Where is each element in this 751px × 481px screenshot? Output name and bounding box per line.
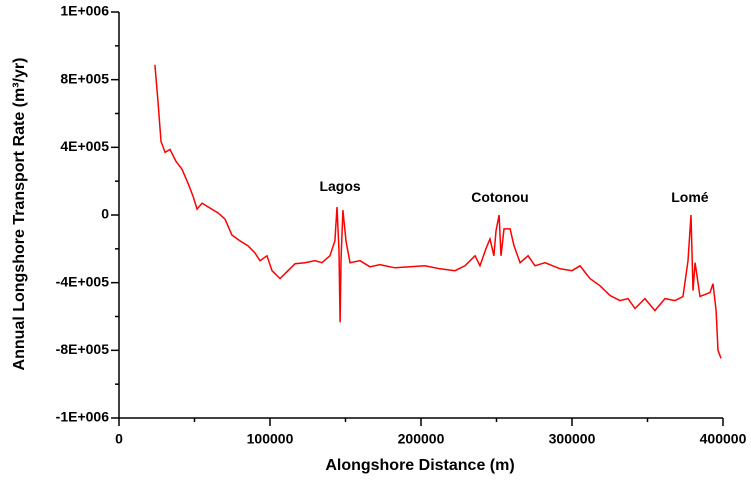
x-tick-label: 200000 bbox=[398, 431, 445, 447]
x-tick-label: 0 bbox=[115, 431, 123, 447]
x-tick-label: 300000 bbox=[549, 431, 596, 447]
x-axis-label: Alongshore Distance (m) bbox=[325, 457, 514, 474]
y-tick-label: 8E+005 bbox=[60, 70, 109, 86]
annotation: Lagos bbox=[319, 178, 360, 194]
y-tick-label: -8E+005 bbox=[56, 341, 110, 357]
annotation: Lomé bbox=[671, 189, 709, 205]
y-tick-label: 4E+005 bbox=[60, 138, 109, 154]
y-tick-label: -1E+006 bbox=[56, 409, 110, 425]
x-tick-label: 100000 bbox=[247, 431, 294, 447]
x-tick-label: 400000 bbox=[700, 431, 747, 447]
y-tick-label: 0 bbox=[101, 206, 109, 222]
annotation: Cotonou bbox=[471, 189, 529, 205]
data-line bbox=[154, 64, 722, 359]
y-tick-label: 1E+006 bbox=[60, 3, 109, 19]
y-tick-label: -4E+005 bbox=[56, 273, 110, 289]
y-axis-label: Annual Longshore Transport Rate (m³/yr) bbox=[11, 58, 28, 371]
